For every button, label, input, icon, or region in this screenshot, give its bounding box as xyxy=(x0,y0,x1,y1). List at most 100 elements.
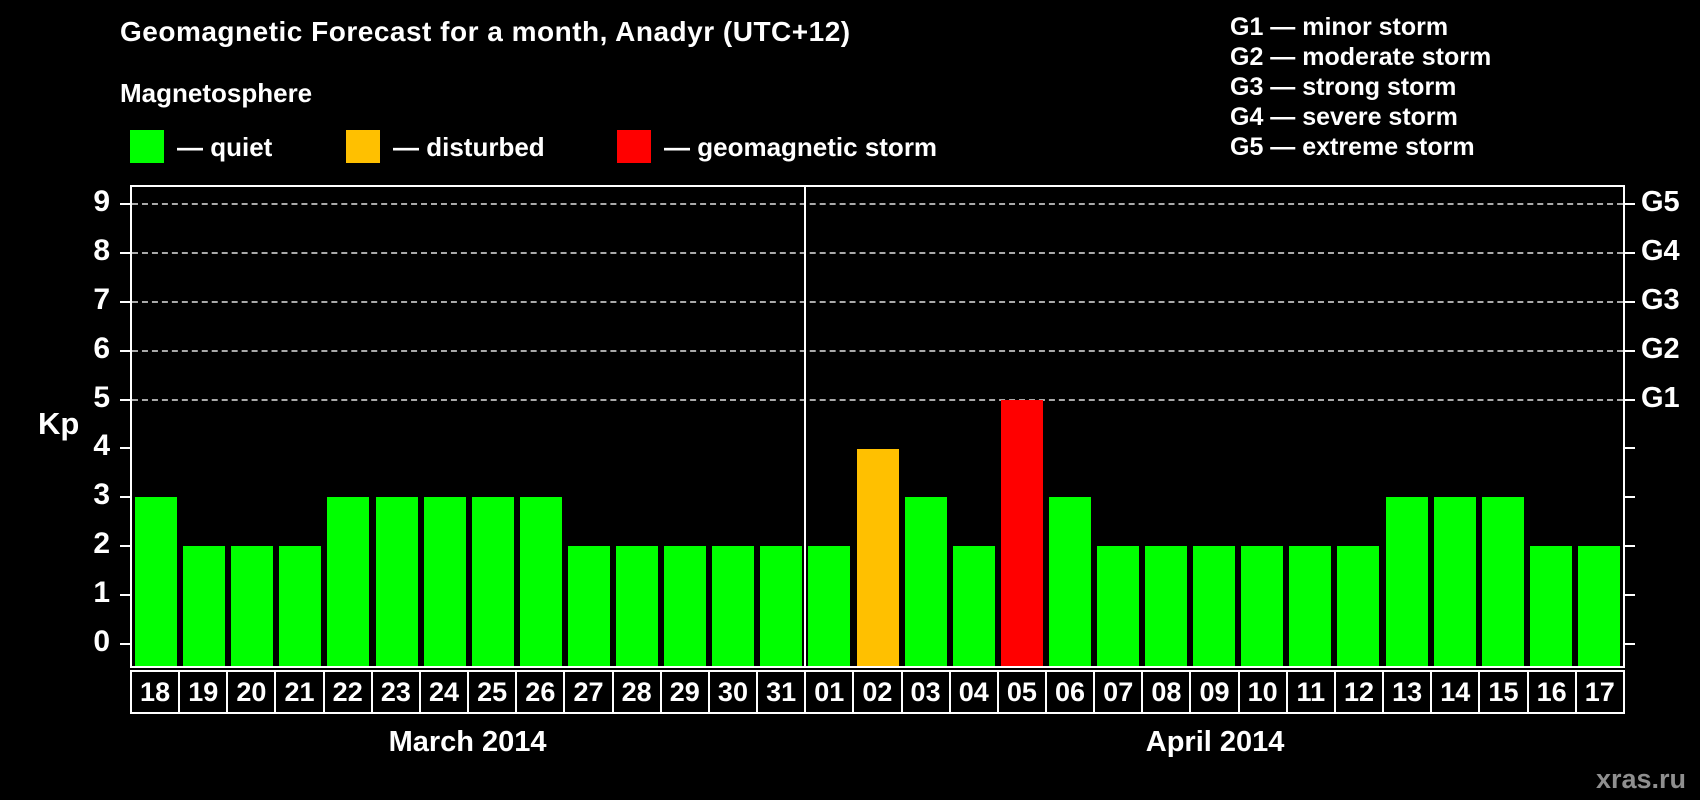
kp-bar-day-16 xyxy=(1529,546,1572,666)
kp-bar-day-08 xyxy=(1145,546,1188,666)
kp-bar-day-15 xyxy=(1481,497,1524,666)
g-scale-label-g2: G2 xyxy=(1641,332,1680,365)
kp-bar-day-14 xyxy=(1433,497,1476,666)
storm-scale-g5: G5 — extreme storm xyxy=(1230,133,1475,161)
day-label-09: 09 xyxy=(1189,670,1240,714)
day-label-04: 04 xyxy=(948,670,999,714)
kp-bar-day-31 xyxy=(760,546,803,666)
magnetosphere-label: Magnetosphere xyxy=(120,78,313,108)
y-tick-left-1 xyxy=(120,594,130,597)
y-tick-left-2 xyxy=(120,545,130,548)
day-label-08: 08 xyxy=(1141,670,1192,714)
kp-bar-day-25 xyxy=(471,497,514,666)
day-label-19: 19 xyxy=(178,670,229,714)
y-tick-label-9: 9 xyxy=(93,185,110,219)
y-axis-title: Kp xyxy=(38,406,80,441)
storm-scale-g3: G3 — strong storm xyxy=(1230,73,1457,101)
g-scale-label-g1: G1 xyxy=(1641,381,1680,414)
day-label-02: 02 xyxy=(852,670,903,714)
y-tick-left-3 xyxy=(120,496,130,499)
kp-bar-day-21 xyxy=(279,546,322,666)
y-tick-right-5 xyxy=(1625,398,1635,401)
kp-bar-day-22 xyxy=(327,497,370,666)
kp-bar-day-06 xyxy=(1048,497,1091,666)
day-label-03: 03 xyxy=(900,670,951,714)
gridline-kp8 xyxy=(132,251,1623,254)
y-tick-left-4 xyxy=(120,447,130,450)
y-tick-left-5 xyxy=(120,398,130,401)
day-label-06: 06 xyxy=(1044,670,1096,714)
day-label-23: 23 xyxy=(370,670,421,714)
storm-legend-swatch xyxy=(617,130,651,163)
kp-bar-day-03 xyxy=(904,497,947,666)
day-label-10: 10 xyxy=(1237,670,1288,714)
day-label-24: 24 xyxy=(418,670,470,714)
day-label-18: 18 xyxy=(130,670,181,714)
month-divider-line xyxy=(804,187,807,666)
disturbed-legend-label: — disturbed xyxy=(393,132,545,162)
day-label-11: 11 xyxy=(1285,670,1336,714)
y-tick-label-2: 2 xyxy=(93,527,110,561)
gridline-kp7 xyxy=(132,300,1623,303)
day-label-13: 13 xyxy=(1382,670,1433,714)
gridline-kp5 xyxy=(132,398,1623,401)
kp-bar-day-12 xyxy=(1337,546,1380,666)
g-scale-label-g4: G4 xyxy=(1641,234,1680,267)
g-scale-label-g5: G5 xyxy=(1641,186,1680,219)
y-tick-right-4 xyxy=(1625,447,1635,450)
kp-bar-day-29 xyxy=(664,546,707,666)
y-tick-label-4: 4 xyxy=(93,429,110,463)
kp-bar-day-20 xyxy=(231,546,274,666)
day-label-01: 01 xyxy=(804,670,855,714)
quiet-legend-label: — quiet xyxy=(177,132,273,162)
kp-bar-day-01 xyxy=(808,546,851,666)
kp-bar-day-19 xyxy=(183,546,226,666)
y-tick-right-9 xyxy=(1625,203,1635,206)
storm-legend-label: — geomagnetic storm xyxy=(664,132,938,162)
day-label-31: 31 xyxy=(756,670,807,714)
kp-bar-day-18 xyxy=(135,497,178,666)
y-tick-label-1: 1 xyxy=(93,576,110,610)
kp-bar-day-27 xyxy=(567,546,610,666)
y-tick-left-8 xyxy=(120,251,130,254)
month-label-0: March 2014 xyxy=(388,726,547,758)
day-label-15: 15 xyxy=(1478,670,1529,714)
day-label-21: 21 xyxy=(274,670,325,714)
y-tick-left-7 xyxy=(120,300,130,303)
gridline-kp6 xyxy=(132,349,1623,352)
y-tick-left-0 xyxy=(120,643,130,645)
quiet-legend-swatch xyxy=(130,130,164,163)
day-label-14: 14 xyxy=(1430,670,1481,714)
y-tick-right-0 xyxy=(1625,643,1635,645)
storm-scale-g2: G2 — moderate storm xyxy=(1230,43,1492,71)
day-label-26: 26 xyxy=(515,670,566,714)
kp-bar-day-04 xyxy=(952,546,995,666)
gridline-kp9 xyxy=(132,203,1623,206)
kp-bar-day-28 xyxy=(616,546,659,666)
plot-area xyxy=(120,185,1635,668)
y-tick-right-7 xyxy=(1625,300,1635,303)
kp-bar-day-23 xyxy=(375,497,418,666)
kp-bar-day-13 xyxy=(1385,497,1428,666)
y-tick-right-6 xyxy=(1625,349,1635,352)
day-label-20: 20 xyxy=(226,670,277,714)
day-label-29: 29 xyxy=(659,670,710,714)
day-axis-row: 18 19 20 21 22 23 24 25 26 27 28 29 30 31 01 02 03 04 05 06… xyxy=(130,670,1625,714)
day-label-16: 16 xyxy=(1526,670,1577,714)
y-tick-label-0: 0 xyxy=(93,625,110,658)
y-tick-right-3 xyxy=(1625,496,1635,499)
y-tick-right-8 xyxy=(1625,251,1635,254)
y-tick-label-8: 8 xyxy=(93,233,110,267)
day-label-30: 30 xyxy=(707,670,759,714)
kp-bar-day-26 xyxy=(519,497,562,666)
day-label-22: 22 xyxy=(322,670,373,714)
day-label-28: 28 xyxy=(611,670,662,714)
y-tick-left-6 xyxy=(120,349,130,352)
kp-bar-day-09 xyxy=(1193,546,1236,666)
storm-scale-legend: G1 — minor storm G2 — moderate storm G3 … xyxy=(1230,12,1491,162)
y-tick-label-3: 3 xyxy=(93,478,110,512)
g-scale-label-g3: G3 xyxy=(1641,283,1680,316)
kp-bar-day-11 xyxy=(1289,546,1332,666)
month-label-1: April 2014 xyxy=(1145,726,1285,758)
y-tick-left-9 xyxy=(120,203,130,206)
